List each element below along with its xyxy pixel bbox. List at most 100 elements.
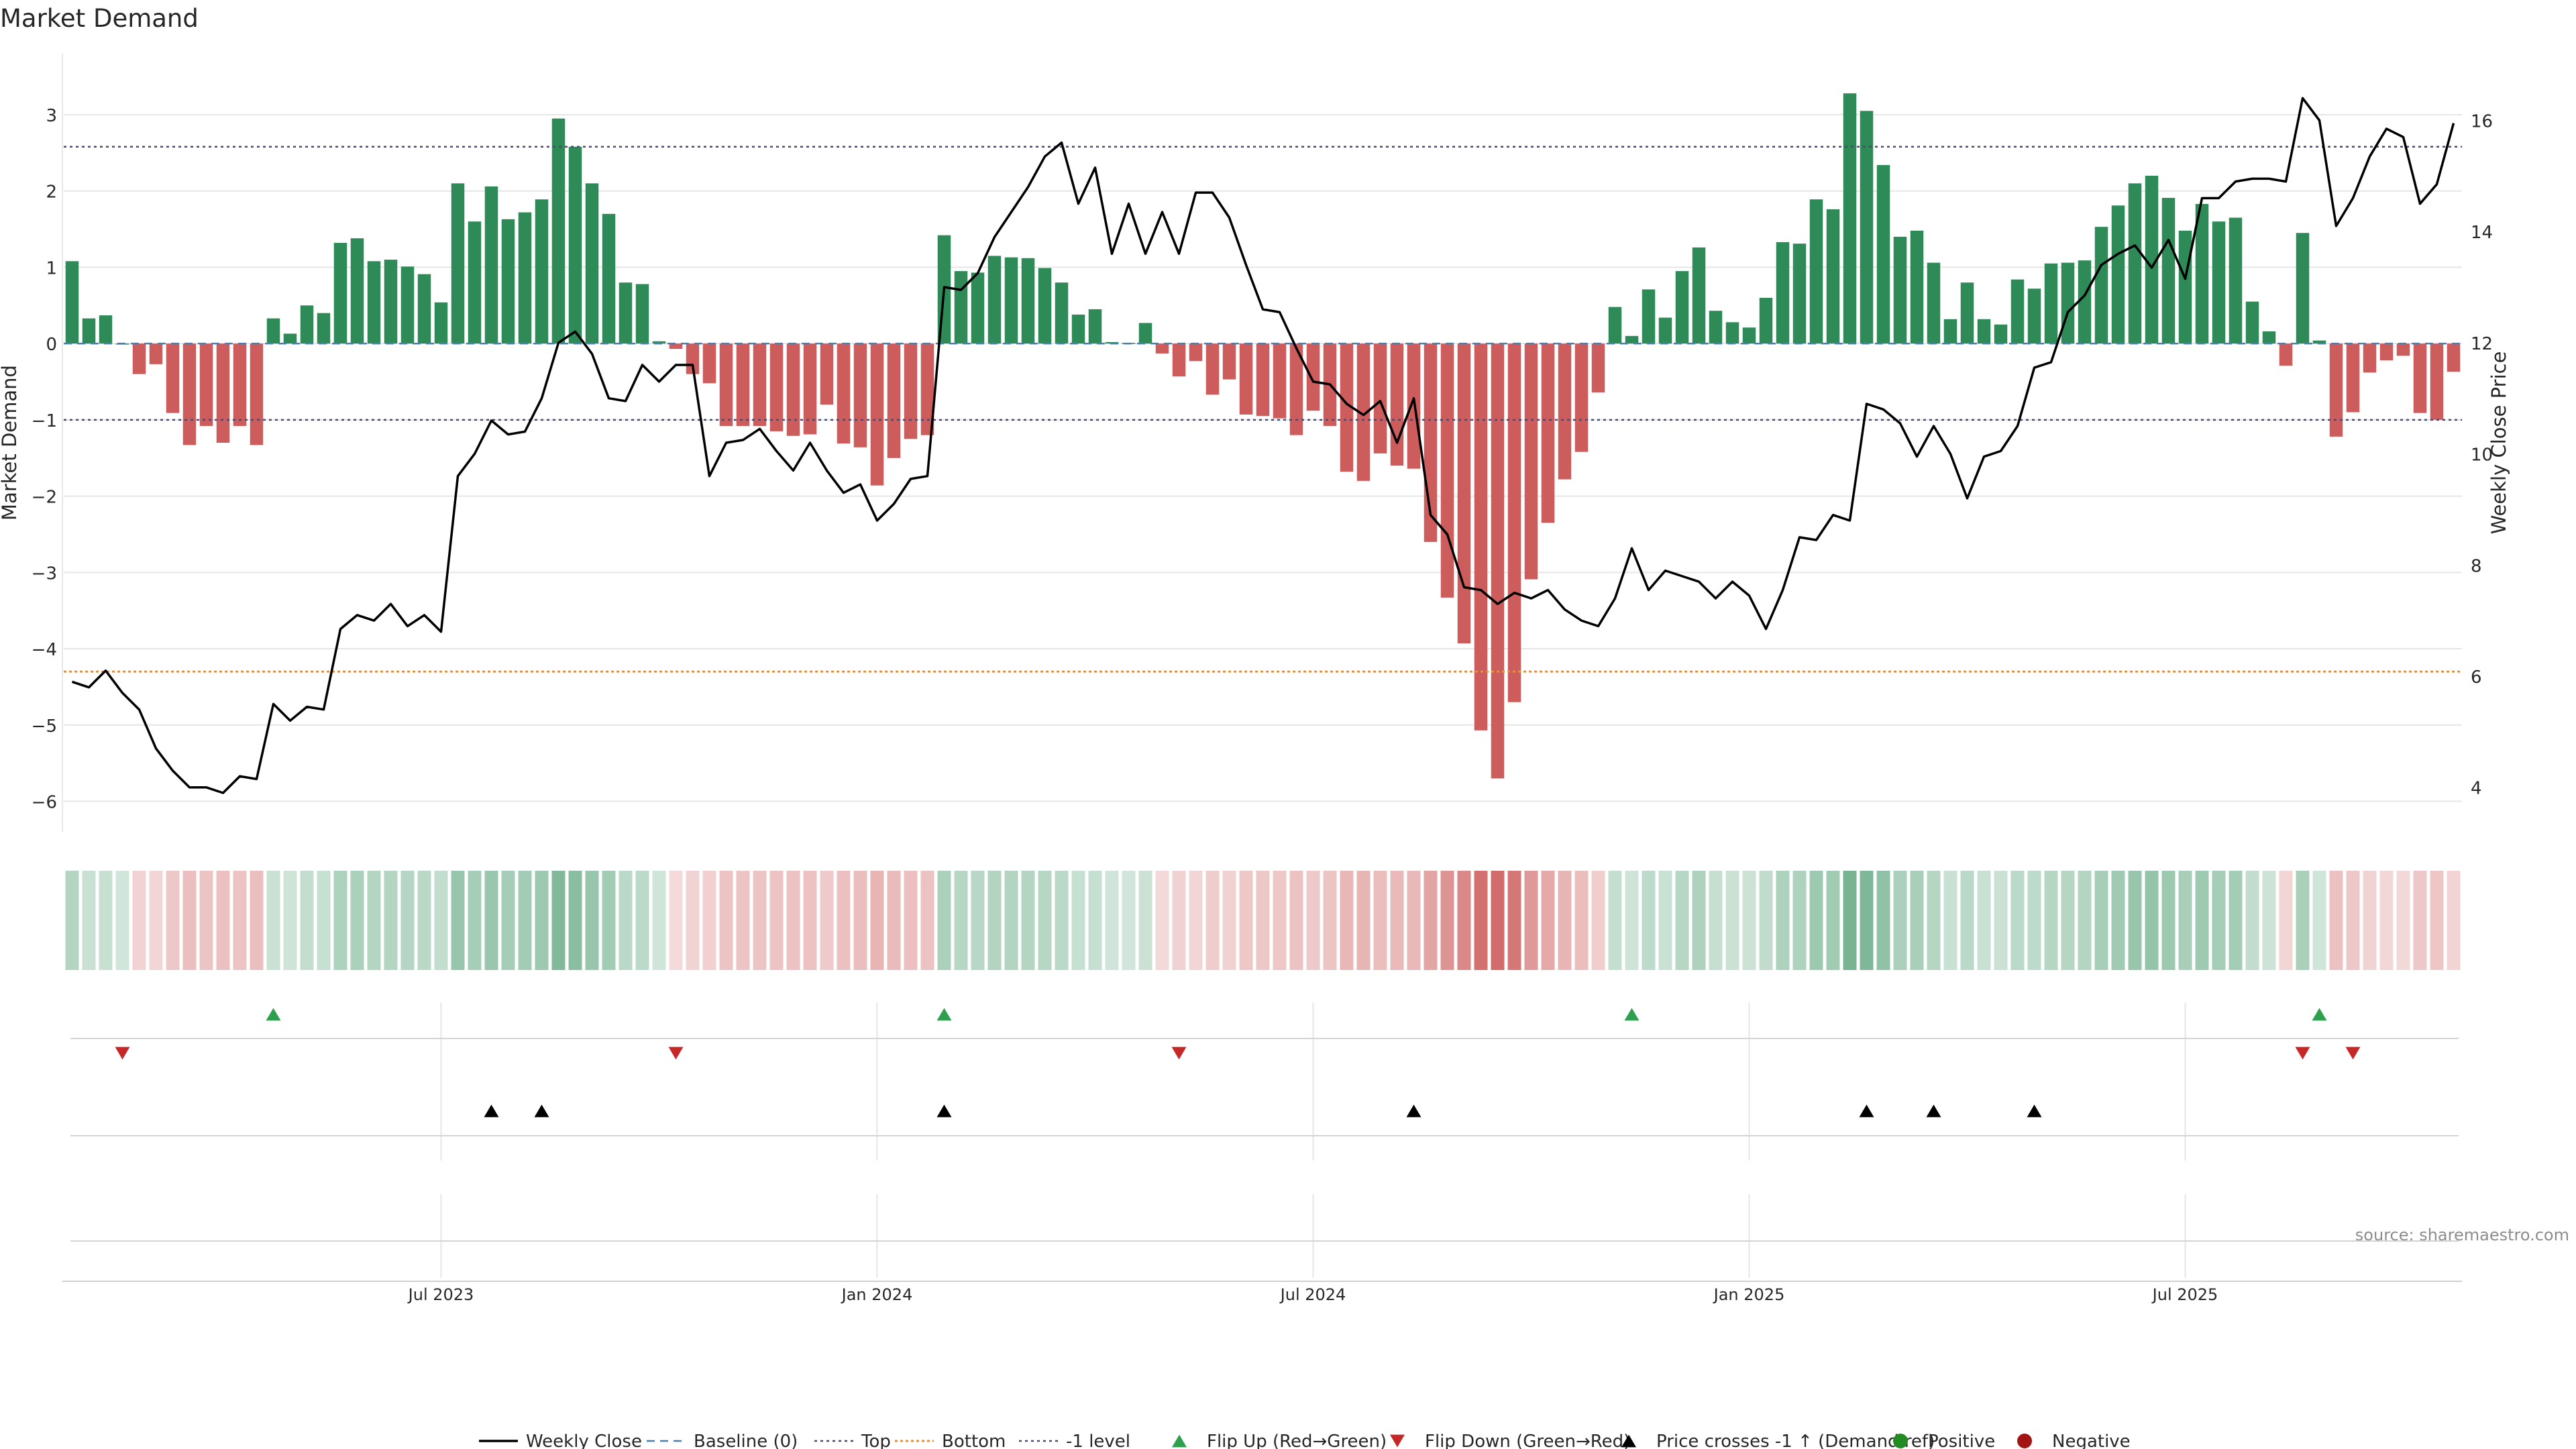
reference-lines	[64, 146, 2462, 673]
heat-cell	[2363, 871, 2377, 970]
y2-tick-label: 12	[2471, 334, 2493, 354]
heat-cell	[2430, 871, 2444, 970]
price-cross-marker	[534, 1104, 549, 1118]
demand-bar	[1474, 343, 1488, 731]
demand-bars	[65, 93, 2461, 779]
demand-bar	[1860, 111, 1874, 344]
demand-bar	[1977, 319, 1991, 344]
heat-cell	[2178, 871, 2192, 970]
demand-bar	[2413, 343, 2427, 413]
heat-cell	[2229, 871, 2243, 970]
demand-bar	[2178, 230, 2192, 344]
y-tick-label: −4	[32, 640, 57, 660]
y2-tick-label: 14	[2471, 223, 2493, 243]
heat-cell	[367, 871, 381, 970]
demand-bar	[837, 343, 851, 444]
demand-bar	[2027, 288, 2041, 344]
heat-cell	[501, 871, 515, 970]
heat-cell	[1541, 871, 1555, 970]
heat-cell	[786, 871, 800, 970]
heat-cell	[652, 871, 666, 970]
heat-cell	[1004, 871, 1018, 970]
legend-label: Flip Up (Red→Green)	[1207, 1432, 1387, 1449]
heat-cell	[1457, 871, 1471, 970]
heat-cell	[2078, 871, 2092, 970]
heat-cell	[132, 871, 146, 970]
heat-cell	[669, 871, 683, 970]
heat-cell	[1792, 871, 1807, 970]
demand-bar	[669, 343, 683, 350]
demand-bar	[2262, 331, 2276, 344]
legend-item: Flip Up (Red→Green)	[1172, 1432, 1387, 1449]
demand-bar	[1172, 343, 1186, 377]
heat-cell	[1474, 871, 1488, 970]
heat-cell	[1943, 871, 1957, 970]
heat-cell	[602, 871, 616, 970]
demand-bar	[2279, 343, 2293, 366]
heat-cell	[1340, 871, 1354, 970]
legend-item: Top	[814, 1432, 891, 1449]
heat-cell	[920, 871, 934, 970]
demand-bar	[2044, 263, 2058, 344]
heat-cell	[837, 871, 851, 970]
weekly-close-polyline	[71, 97, 2455, 794]
demand-bar	[1222, 343, 1236, 380]
legend-item: Weekly Close	[479, 1432, 642, 1449]
demand-bar	[149, 343, 163, 364]
y-tick-label: −5	[32, 716, 57, 737]
legend-swatch	[2017, 1434, 2032, 1448]
heat-cell	[686, 871, 700, 970]
demand-bar	[786, 343, 800, 436]
demand-bar	[1373, 343, 1387, 453]
demand-bar	[1004, 257, 1018, 344]
heat-cell	[736, 871, 750, 970]
heat-cell	[635, 871, 649, 970]
demand-bar	[1138, 323, 1152, 344]
demand-bar	[1826, 209, 1840, 344]
heat-cell	[283, 871, 297, 970]
heat-cell	[551, 871, 566, 970]
demand-bar	[652, 341, 666, 344]
chart-title: Market Demand	[0, 4, 199, 33]
y2-axis-label: Weekly Close Price	[2487, 352, 2510, 535]
flip-down-marker	[115, 1046, 130, 1060]
y2-tick-label: 4	[2471, 779, 2482, 799]
demand-bar	[1558, 343, 1572, 480]
demand-bar	[1591, 343, 1605, 392]
heat-cell	[1642, 871, 1656, 970]
demand-bar	[702, 343, 716, 384]
flip-up-marker	[266, 1008, 281, 1021]
legend-label: -1 level	[1066, 1432, 1130, 1449]
heat-cell	[702, 871, 716, 970]
heat-cell	[1222, 871, 1236, 970]
heat-cell	[1424, 871, 1438, 970]
heat-cell	[1910, 871, 1924, 970]
x-tick-label: Jul 2025	[2151, 1285, 2218, 1304]
x-tick-label: Jan 2025	[1713, 1285, 1785, 1304]
heat-cell	[1977, 871, 1991, 970]
heat-cell	[2195, 871, 2209, 970]
y-axis-label: Market Demand	[0, 365, 21, 521]
demand-bar	[535, 199, 549, 344]
demand-bar	[2329, 343, 2343, 437]
heat-cell	[1373, 871, 1387, 970]
heat-cell	[2396, 871, 2410, 970]
y-tick-label: −2	[32, 488, 57, 508]
legend-item: Negative	[2017, 1432, 2131, 1449]
heat-cell	[468, 871, 482, 970]
demand-bar	[1273, 343, 1287, 419]
demand-bar	[2094, 227, 2108, 344]
demand-bar	[250, 343, 264, 445]
heat-cell	[1088, 871, 1102, 970]
heat-cell	[1608, 871, 1622, 970]
y-tick-label: 2	[46, 182, 57, 203]
heat-cell	[971, 871, 985, 970]
heat-cell	[2010, 871, 2025, 970]
y2-tick-label: 10	[2471, 445, 2493, 466]
demand-bar	[568, 146, 582, 344]
demand-bar	[1776, 241, 1790, 344]
demand-bar	[2212, 221, 2226, 344]
heat-cell	[434, 871, 448, 970]
heat-cell	[149, 871, 163, 970]
